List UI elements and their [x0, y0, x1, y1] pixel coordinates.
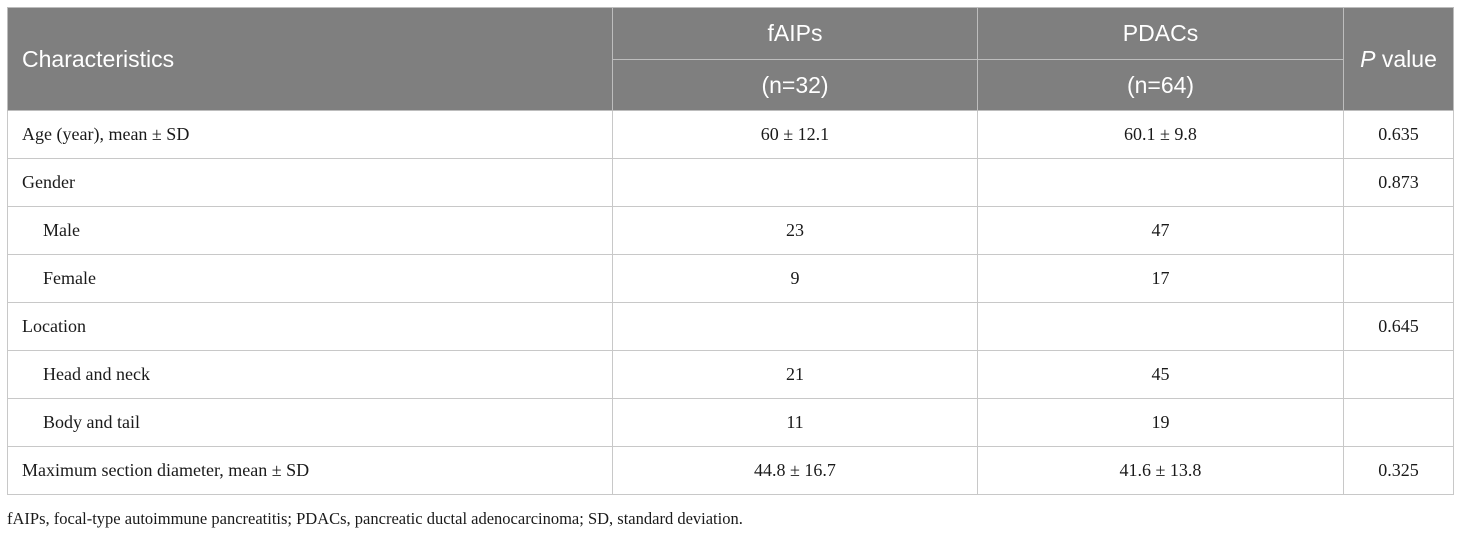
- row-label: Age (year), mean ± SD: [7, 110, 613, 159]
- table-row: Body and tail 11 19: [7, 398, 1454, 447]
- cell-faips: 11: [612, 398, 978, 447]
- cell-pvalue: 0.645: [1343, 302, 1454, 351]
- header-pdacs-n: (n=64): [977, 59, 1344, 111]
- header-pdacs: PDACs: [977, 7, 1344, 60]
- cell-pdacs: 17: [977, 254, 1344, 303]
- cell-pvalue: [1343, 350, 1454, 399]
- row-label: Male: [7, 206, 613, 255]
- characteristics-table: Characteristics fAIPs PDACs P value (n=3…: [7, 7, 1454, 495]
- cell-faips: 60 ± 12.1: [612, 110, 978, 159]
- table-row: Maximum section diameter, mean ± SD 44.8…: [7, 446, 1454, 495]
- table-row: Male 23 47: [7, 206, 1454, 255]
- table-row: Age (year), mean ± SD 60 ± 12.1 60.1 ± 9…: [7, 110, 1454, 159]
- cell-faips: 44.8 ± 16.7: [612, 446, 978, 495]
- table-row: Female 9 17: [7, 254, 1454, 303]
- cell-pvalue: [1343, 398, 1454, 447]
- cell-pdacs: 45: [977, 350, 1344, 399]
- cell-pvalue: 0.635: [1343, 110, 1454, 159]
- row-label: Gender: [7, 158, 613, 207]
- header-characteristics: Characteristics: [7, 7, 613, 111]
- header-pvalue: P value: [1343, 7, 1454, 111]
- cell-faips: [612, 158, 978, 207]
- row-label: Location: [7, 302, 613, 351]
- header-pvalue-p: P: [1360, 45, 1376, 72]
- cell-pdacs: [977, 302, 1344, 351]
- cell-faips: 23: [612, 206, 978, 255]
- header-pvalue-text: value: [1375, 45, 1437, 72]
- cell-pdacs: 19: [977, 398, 1344, 447]
- table-header: Characteristics fAIPs PDACs P value (n=3…: [7, 7, 1454, 111]
- cell-pdacs: 47: [977, 206, 1344, 255]
- row-label: Female: [7, 254, 613, 303]
- cell-faips: [612, 302, 978, 351]
- cell-pvalue: 0.873: [1343, 158, 1454, 207]
- header-faips: fAIPs: [612, 7, 978, 60]
- cell-pvalue: [1343, 206, 1454, 255]
- table-footnote: fAIPs, focal-type autoimmune pancreatiti…: [7, 509, 743, 528]
- cell-pdacs: [977, 158, 1344, 207]
- table-row: Head and neck 21 45: [7, 350, 1454, 399]
- cell-pdacs: 41.6 ± 13.8: [977, 446, 1344, 495]
- cell-faips: 21: [612, 350, 978, 399]
- cell-faips: 9: [612, 254, 978, 303]
- cell-pvalue: 0.325: [1343, 446, 1454, 495]
- cell-pdacs: 60.1 ± 9.8: [977, 110, 1344, 159]
- table-row: Location 0.645: [7, 302, 1454, 351]
- header-faips-n: (n=32): [612, 59, 978, 111]
- table-body: Age (year), mean ± SD 60 ± 12.1 60.1 ± 9…: [7, 110, 1454, 495]
- row-label: Maximum section diameter, mean ± SD: [7, 446, 613, 495]
- cell-pvalue: [1343, 254, 1454, 303]
- row-label: Body and tail: [7, 398, 613, 447]
- table-row: Gender 0.873: [7, 158, 1454, 207]
- row-label: Head and neck: [7, 350, 613, 399]
